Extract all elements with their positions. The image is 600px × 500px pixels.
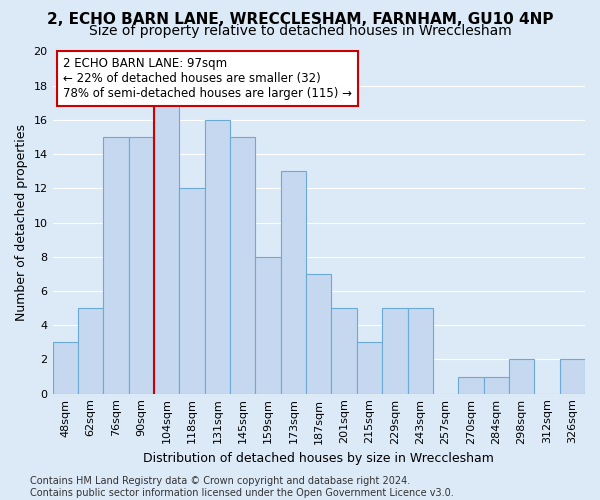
Bar <box>230 137 256 394</box>
Bar <box>205 120 230 394</box>
Bar <box>382 308 407 394</box>
X-axis label: Distribution of detached houses by size in Wrecclesham: Distribution of detached houses by size … <box>143 452 494 465</box>
Bar <box>154 103 179 394</box>
Bar <box>179 188 205 394</box>
Bar <box>458 376 484 394</box>
Text: Size of property relative to detached houses in Wrecclesham: Size of property relative to detached ho… <box>89 24 511 38</box>
Bar <box>306 274 331 394</box>
Bar <box>128 137 154 394</box>
Bar <box>256 257 281 394</box>
Bar <box>560 360 585 394</box>
Bar <box>331 308 357 394</box>
Bar <box>103 137 128 394</box>
Bar <box>407 308 433 394</box>
Text: Contains HM Land Registry data © Crown copyright and database right 2024.
Contai: Contains HM Land Registry data © Crown c… <box>30 476 454 498</box>
Text: 2, ECHO BARN LANE, WRECCLESHAM, FARNHAM, GU10 4NP: 2, ECHO BARN LANE, WRECCLESHAM, FARNHAM,… <box>47 12 553 28</box>
Bar <box>78 308 103 394</box>
Bar <box>281 172 306 394</box>
Bar <box>357 342 382 394</box>
Y-axis label: Number of detached properties: Number of detached properties <box>15 124 28 321</box>
Bar <box>484 376 509 394</box>
Bar <box>53 342 78 394</box>
Text: 2 ECHO BARN LANE: 97sqm
← 22% of detached houses are smaller (32)
78% of semi-de: 2 ECHO BARN LANE: 97sqm ← 22% of detache… <box>63 56 352 100</box>
Bar <box>509 360 534 394</box>
